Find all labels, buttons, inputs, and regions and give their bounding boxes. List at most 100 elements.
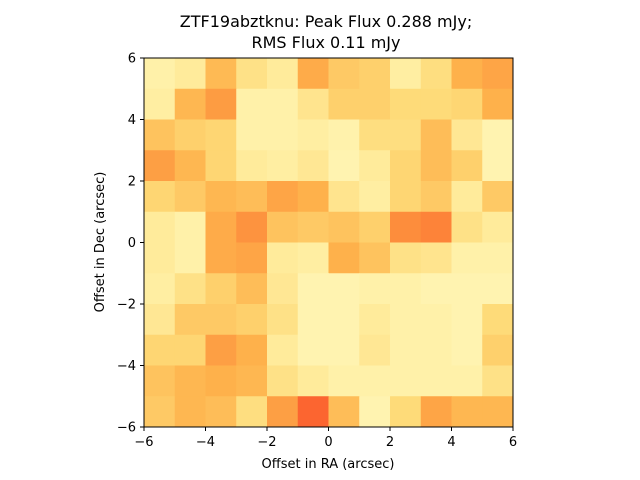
- heatmap-cell: [420, 304, 452, 336]
- heatmap-cell: [174, 88, 206, 120]
- heatmap-cell: [420, 334, 452, 366]
- heatmap-cell: [297, 181, 329, 213]
- heatmap-cell: [174, 304, 206, 336]
- y-tick-label: 4: [128, 113, 136, 128]
- heatmap-cell: [144, 58, 176, 90]
- heatmap-cell: [205, 58, 237, 90]
- heatmap-cell: [144, 365, 176, 397]
- heatmap-cell: [482, 334, 514, 366]
- x-tick-label: 4: [447, 435, 455, 450]
- heatmap-cell: [420, 273, 452, 305]
- heatmap-cell: [236, 273, 268, 305]
- heatmap-cell: [174, 119, 206, 151]
- heatmap-cell: [451, 88, 483, 120]
- heatmap-cell: [174, 396, 206, 428]
- heatmap-cell: [390, 150, 422, 182]
- heatmap-cell: [297, 211, 329, 243]
- heatmap-cell: [451, 211, 483, 243]
- heatmap-cell: [236, 334, 268, 366]
- heatmap-cell: [359, 211, 391, 243]
- heatmap-cell: [297, 365, 329, 397]
- heatmap-cells: [144, 58, 514, 428]
- heatmap-cell: [328, 365, 360, 397]
- x-tick-label: −2: [257, 435, 276, 450]
- heatmap-cell: [359, 365, 391, 397]
- heatmap-cell: [359, 58, 391, 90]
- heatmap-cell: [328, 88, 360, 120]
- heatmap-cell: [205, 396, 237, 428]
- heatmap-cell: [267, 273, 299, 305]
- heatmap-cell: [205, 242, 237, 274]
- heatmap-cell: [144, 273, 176, 305]
- heatmap-cell: [205, 273, 237, 305]
- x-axis-label: Offset in RA (arcsec): [262, 457, 395, 472]
- heatmap-cell: [390, 334, 422, 366]
- heatmap-cell: [390, 396, 422, 428]
- heatmap-cell: [482, 119, 514, 151]
- heatmap-cell: [420, 396, 452, 428]
- heatmap-cell: [420, 119, 452, 151]
- x-tick-label: −6: [134, 435, 153, 450]
- heatmap-cell: [297, 242, 329, 274]
- heatmap-cell: [451, 181, 483, 213]
- heatmap-cell: [267, 88, 299, 120]
- heatmap-cell: [328, 242, 360, 274]
- heatmap-cell: [236, 242, 268, 274]
- heatmap-cell: [359, 88, 391, 120]
- heatmap-cell: [328, 181, 360, 213]
- heatmap-cell: [236, 58, 268, 90]
- heatmap-cell: [451, 150, 483, 182]
- heatmap-cell: [390, 119, 422, 151]
- heatmap-cell: [144, 119, 176, 151]
- heatmap-cell: [205, 304, 237, 336]
- heatmap-cell: [174, 58, 206, 90]
- heatmap-cell: [420, 181, 452, 213]
- x-tick-label: 6: [509, 435, 517, 450]
- heatmap-cell: [482, 242, 514, 274]
- heatmap-cell: [451, 242, 483, 274]
- heatmap-cell: [297, 334, 329, 366]
- heatmap-cell: [144, 242, 176, 274]
- heatmap-cell: [420, 242, 452, 274]
- heatmap-cell: [328, 396, 360, 428]
- heatmap-cell: [482, 58, 514, 90]
- heatmap-cell: [328, 304, 360, 336]
- heatmap-cell: [359, 150, 391, 182]
- heatmap-cell: [390, 88, 422, 120]
- heatmap-cell: [297, 273, 329, 305]
- heatmap-cell: [359, 242, 391, 274]
- heatmap-cell: [482, 211, 514, 243]
- heatmap-cell: [267, 211, 299, 243]
- heatmap-cell: [451, 58, 483, 90]
- heatmap-cell: [267, 242, 299, 274]
- heatmap-cell: [205, 211, 237, 243]
- heatmap-cell: [205, 150, 237, 182]
- x-tick-label: 0: [324, 435, 332, 450]
- x-tick-label: 2: [386, 435, 394, 450]
- heatmap-cell: [144, 334, 176, 366]
- y-tick-label: −6: [117, 421, 136, 436]
- heatmap-cell: [359, 119, 391, 151]
- y-tick-label: 2: [128, 175, 136, 190]
- heatmap-cell: [359, 334, 391, 366]
- y-axis: −6 −4 −2 0 2 4 6: [117, 52, 144, 436]
- heatmap-cell: [420, 211, 452, 243]
- heatmap-cell: [236, 365, 268, 397]
- y-axis-label: Offset in Dec (arcsec): [93, 172, 108, 313]
- heatmap-cell: [420, 88, 452, 120]
- heatmap-cell: [267, 396, 299, 428]
- heatmap-cell: [451, 119, 483, 151]
- heatmap-cell: [174, 242, 206, 274]
- heatmap-cell: [236, 304, 268, 336]
- heatmap-cell: [359, 304, 391, 336]
- heatmap-cell: [297, 150, 329, 182]
- heatmap-cell: [482, 396, 514, 428]
- heatmap-cell: [267, 365, 299, 397]
- heatmap-cell: [482, 304, 514, 336]
- heatmap-cell: [267, 334, 299, 366]
- heatmap-cell: [205, 365, 237, 397]
- heatmap-cell: [328, 119, 360, 151]
- heatmap-cell: [267, 119, 299, 151]
- heatmap-cell: [328, 58, 360, 90]
- heatmap-cell: [297, 58, 329, 90]
